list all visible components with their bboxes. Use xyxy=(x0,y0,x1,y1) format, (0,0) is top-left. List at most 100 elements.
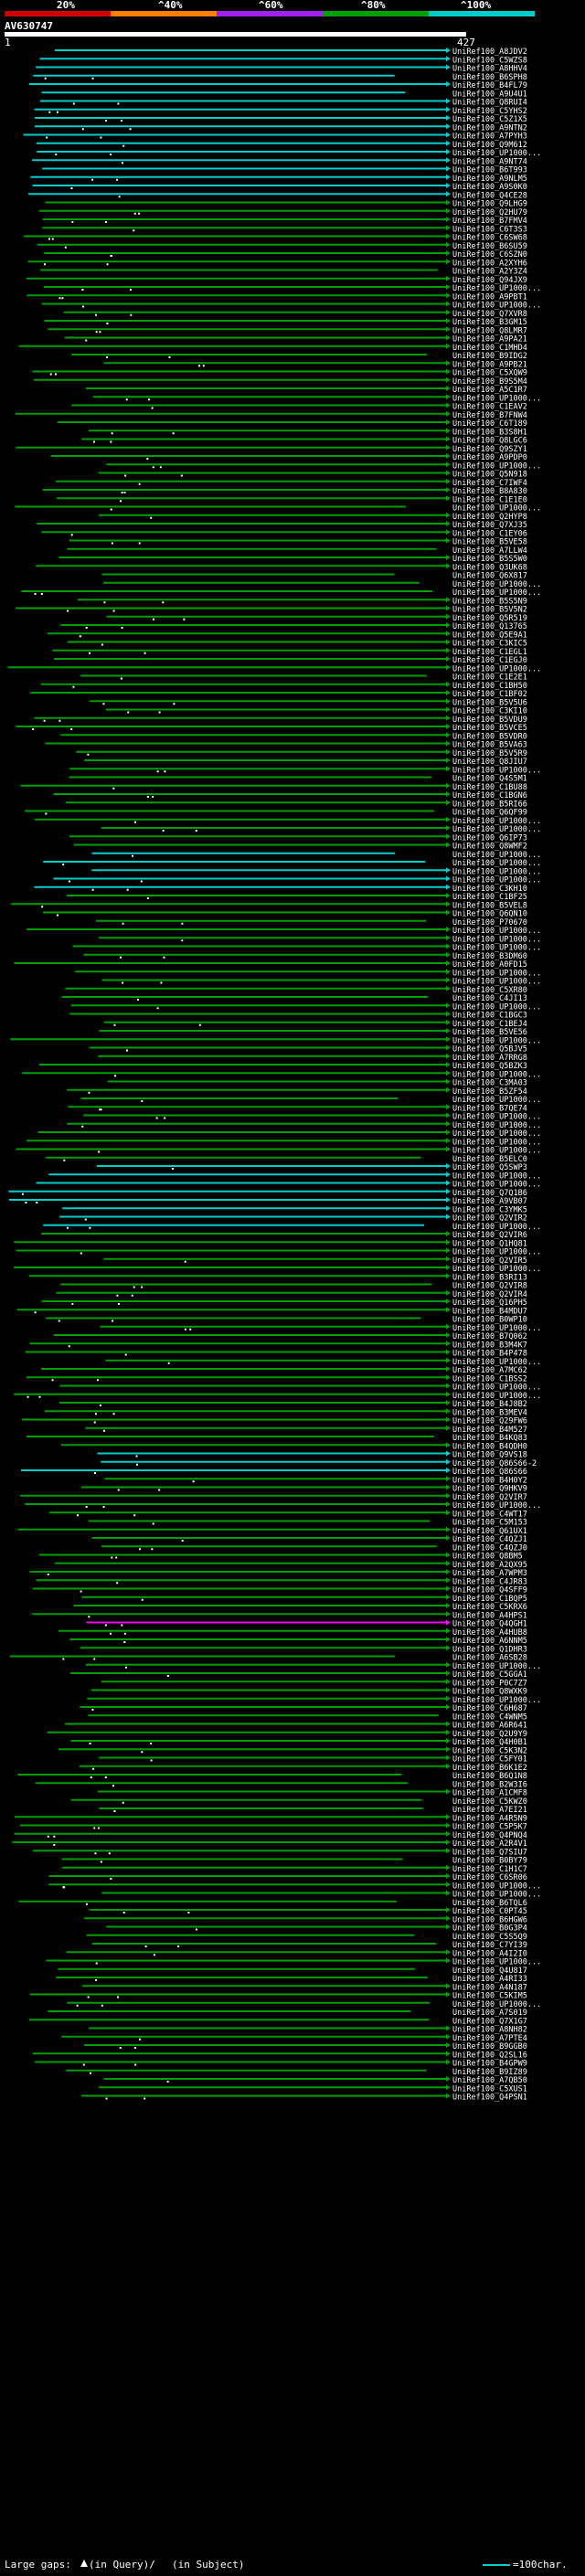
hit-label[interactable]: UniRef100_C6T3S3 xyxy=(452,225,527,234)
hit-label[interactable]: UniRef100_Q2HU79 xyxy=(452,208,527,217)
hit-label[interactable]: UniRef100_UP1000... xyxy=(452,580,541,589)
hit-label[interactable]: UniRef100_A7MC62 xyxy=(452,1366,527,1375)
hit-label[interactable]: UniRef100_A7QB50 xyxy=(452,2076,527,2085)
hit-label[interactable]: UniRef100_B4QDH0 xyxy=(452,1442,527,1451)
hit-label[interactable]: UniRef100_C1BSS2 xyxy=(452,1374,527,1383)
hit-label[interactable]: UniRef100_C1BF02 xyxy=(452,690,527,699)
hit-label[interactable]: UniRef100_A9PBT1 xyxy=(452,292,527,302)
hit-label[interactable]: UniRef100_B5ELC0 xyxy=(452,1155,527,1164)
hit-label[interactable]: UniRef100_C5KWZ0 xyxy=(452,1797,527,1807)
hit-label[interactable]: UniRef100_C1BGC3 xyxy=(452,1012,527,1021)
hit-label[interactable]: UniRef100_C5P5K7 xyxy=(452,1823,527,1832)
hit-label[interactable]: UniRef100_UP1000... xyxy=(452,1392,541,1401)
hit-label[interactable]: UniRef100_B3GM15 xyxy=(452,318,527,327)
hit-label[interactable]: UniRef100_UP1000... xyxy=(452,1891,541,1900)
hit-label[interactable]: UniRef100_C1BH50 xyxy=(452,682,527,691)
hit-label[interactable]: UniRef100_A6R641 xyxy=(452,1722,527,1731)
hit-label[interactable]: UniRef100_C4QZJ0 xyxy=(452,1543,527,1553)
hit-label[interactable]: UniRef100_UP1000... xyxy=(452,1662,541,1671)
hit-label[interactable]: UniRef100_UP1000... xyxy=(452,1882,541,1891)
hit-label[interactable]: UniRef100_C1H1C7 xyxy=(452,1865,527,1874)
hit-label[interactable]: UniRef100_UP1000... xyxy=(452,461,541,471)
hit-label[interactable]: UniRef100_A2QX95 xyxy=(452,1561,527,1570)
hit-label[interactable]: UniRef100_B6Q1N8 xyxy=(452,1772,527,1781)
hit-label[interactable]: UniRef100_Q13765 xyxy=(452,622,527,631)
hit-label[interactable]: UniRef100_B5S5W0 xyxy=(452,555,527,564)
hit-label[interactable]: UniRef100_Q8WXK9 xyxy=(452,1688,527,1697)
hit-label[interactable]: UniRef100_A6NNM5 xyxy=(452,1637,527,1646)
hit-label[interactable]: UniRef100_C3KIC5 xyxy=(452,640,527,649)
hit-label[interactable]: UniRef100_A7PYH3 xyxy=(452,133,527,142)
hit-label[interactable]: UniRef100_Q5BZK3 xyxy=(452,1062,527,1071)
hit-label[interactable]: UniRef100_C1BEJ4 xyxy=(452,1020,527,1029)
hit-label[interactable]: UniRef100_Q5BJV5 xyxy=(452,1045,527,1055)
hit-label[interactable]: UniRef100_UP1000... xyxy=(452,978,541,987)
hit-label[interactable]: UniRef100_Q4H0B1 xyxy=(452,1738,527,1747)
hit-label[interactable]: UniRef100_A0FD15 xyxy=(452,960,527,970)
hit-label[interactable]: UniRef100_UP1000... xyxy=(452,1036,541,1045)
hit-label[interactable]: UniRef100_UP1000... xyxy=(452,1324,541,1333)
hit-label[interactable]: UniRef100_A7LLW4 xyxy=(452,546,527,556)
hit-label[interactable]: UniRef100_C5FY01 xyxy=(452,1755,527,1765)
hit-label[interactable]: UniRef100_Q4QGH1 xyxy=(452,1620,527,1629)
hit-label[interactable]: UniRef100_UP1000... xyxy=(452,1358,541,1367)
hit-label[interactable]: UniRef100_Q9VS18 xyxy=(452,1451,527,1460)
hit-label[interactable]: UniRef100_A8NH82 xyxy=(452,2026,527,2035)
hit-label[interactable]: UniRef100_UP1000... xyxy=(452,149,541,158)
hit-label[interactable]: UniRef100_Q8LGC6 xyxy=(452,437,527,446)
hit-label[interactable]: UniRef100_Q4CE28 xyxy=(452,191,527,200)
hit-label[interactable]: UniRef100_B6SPH8 xyxy=(452,73,527,82)
hit-label[interactable]: UniRef100_B4P478 xyxy=(452,1350,527,1359)
hit-label[interactable]: UniRef100_C1E1E0 xyxy=(452,495,527,504)
hit-label[interactable]: UniRef100_UP1000... xyxy=(452,969,541,978)
hit-label[interactable]: UniRef100_B4M527 xyxy=(452,1426,527,1435)
hit-label[interactable]: UniRef100_C1EGL1 xyxy=(452,648,527,657)
hit-label[interactable]: UniRef100_B0WP10 xyxy=(452,1316,527,1325)
hit-label[interactable]: UniRef100_Q6QF99 xyxy=(452,809,527,818)
hit-label[interactable]: UniRef100_Q2SL16 xyxy=(452,2051,527,2060)
hit-label[interactable]: UniRef100_UP1000... xyxy=(452,1121,541,1130)
hit-label[interactable]: UniRef100_C3MA03 xyxy=(452,1079,527,1088)
hit-label[interactable]: UniRef100_A7EI21 xyxy=(452,1806,527,1815)
hit-label[interactable]: UniRef100_A9NLM5 xyxy=(452,175,527,184)
hit-label[interactable]: UniRef100_A4HPS1 xyxy=(452,1611,527,1620)
hit-label[interactable]: UniRef100_Q2VIR6 xyxy=(452,1231,527,1240)
hit-label[interactable]: UniRef100_B5S5N9 xyxy=(452,597,527,606)
hit-label[interactable]: UniRef100_UP1000... xyxy=(452,1501,541,1511)
hit-label[interactable]: UniRef100_B5VDU9 xyxy=(452,716,527,725)
hit-label[interactable]: UniRef100_C4WT17 xyxy=(452,1510,527,1519)
hit-label[interactable]: UniRef100_UP1000... xyxy=(452,1181,541,1190)
hit-label[interactable]: UniRef100_P70670 xyxy=(452,918,527,928)
hit-label[interactable]: UniRef100_B0BY79 xyxy=(452,1857,527,1866)
hit-label[interactable]: UniRef100_B3S8H1 xyxy=(452,428,527,437)
hit-label[interactable]: UniRef100_UP1000... xyxy=(452,1113,541,1122)
hit-label[interactable]: UniRef100_UP1000... xyxy=(452,1223,541,1232)
hit-label[interactable]: UniRef100_B5V5R9 xyxy=(452,749,527,758)
hit-label[interactable]: UniRef100_C3YMK5 xyxy=(452,1205,527,1214)
hit-label[interactable]: UniRef100_UP1000... xyxy=(452,588,541,598)
hit-label[interactable]: UniRef100_A9U4U1 xyxy=(452,90,527,99)
hit-label[interactable]: UniRef100_A4N187 xyxy=(452,1983,527,1992)
hit-label[interactable]: UniRef100_Q9SZY1 xyxy=(452,445,527,454)
hit-label[interactable]: UniRef100_Q7Q1B6 xyxy=(452,1189,527,1198)
hit-label[interactable]: UniRef100_B5V5N2 xyxy=(452,606,527,615)
hit-label[interactable]: UniRef100_Q1HQ81 xyxy=(452,1239,527,1248)
hit-label[interactable]: UniRef100_UP1000... xyxy=(452,1383,541,1393)
hit-label[interactable]: UniRef100_Q2VIR7 xyxy=(452,1493,527,1502)
hit-label[interactable]: UniRef100_Q86S66-2 xyxy=(452,1459,537,1468)
hit-label[interactable]: UniRef100_Q7SIU7 xyxy=(452,1848,527,1857)
hit-label[interactable]: UniRef100_A8JDV2 xyxy=(452,48,527,57)
hit-label[interactable]: UniRef100_C6H687 xyxy=(452,1704,527,1713)
hit-label[interactable]: UniRef100_UP1000... xyxy=(452,2000,541,2009)
hit-label[interactable]: UniRef100_Q4S5M1 xyxy=(452,775,527,784)
hit-label[interactable]: UniRef100_C5YHS2 xyxy=(452,107,527,116)
hit-label[interactable]: UniRef100_Q4PNQ4 xyxy=(452,1831,527,1840)
hit-label[interactable]: UniRef100_UP1000... xyxy=(452,851,541,860)
hit-label[interactable]: UniRef100_C5WZS8 xyxy=(452,56,527,65)
hit-label[interactable]: UniRef100_A9PA21 xyxy=(452,335,527,345)
hit-label[interactable]: UniRef100_B6T993 xyxy=(452,166,527,175)
hit-label[interactable]: UniRef100_Q7XVR8 xyxy=(452,310,527,319)
hit-label[interactable]: UniRef100_UP1000... xyxy=(452,1248,541,1257)
hit-label[interactable]: UniRef100_UP1000... xyxy=(452,302,541,311)
hit-label[interactable]: UniRef100_B4KQ83 xyxy=(452,1434,527,1443)
